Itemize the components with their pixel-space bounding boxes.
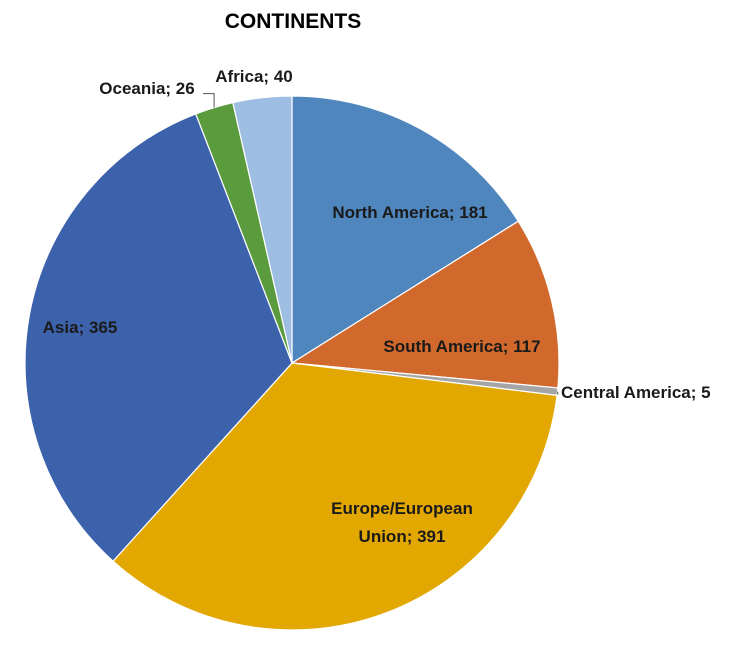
slice-label-south-america: South America; 117 <box>383 337 540 356</box>
leader-line-central-america <box>557 391 559 395</box>
slice-label-europe-european-union: Europe/European Union; 391 <box>331 499 473 546</box>
slice-africa <box>232 95 293 364</box>
slice-labels: North America; 181 South America; 117 Cent… <box>43 67 711 546</box>
slice-label-africa: Africa; 40 <box>215 67 292 86</box>
slice-europe-european-union <box>112 362 558 631</box>
slice-label-asia: Asia; 365 <box>43 318 118 337</box>
pie-slices <box>24 95 560 631</box>
slice-label-central-america: Central America; 5 <box>561 383 711 402</box>
slice-label-north-america: North America; 181 <box>332 203 487 222</box>
slice-south-america <box>290 220 560 389</box>
leader-lines <box>203 93 559 395</box>
slice-asia <box>24 113 293 563</box>
slice-label-oceania: Oceania; 26 <box>99 79 194 98</box>
chart-title: CONTINENTS <box>225 10 362 33</box>
slice-label-line: Europe/European <box>331 499 473 518</box>
slice-label-line: Union; 391 <box>359 527 446 546</box>
slice-north-america <box>291 95 520 365</box>
leader-line-oceania <box>203 93 215 108</box>
